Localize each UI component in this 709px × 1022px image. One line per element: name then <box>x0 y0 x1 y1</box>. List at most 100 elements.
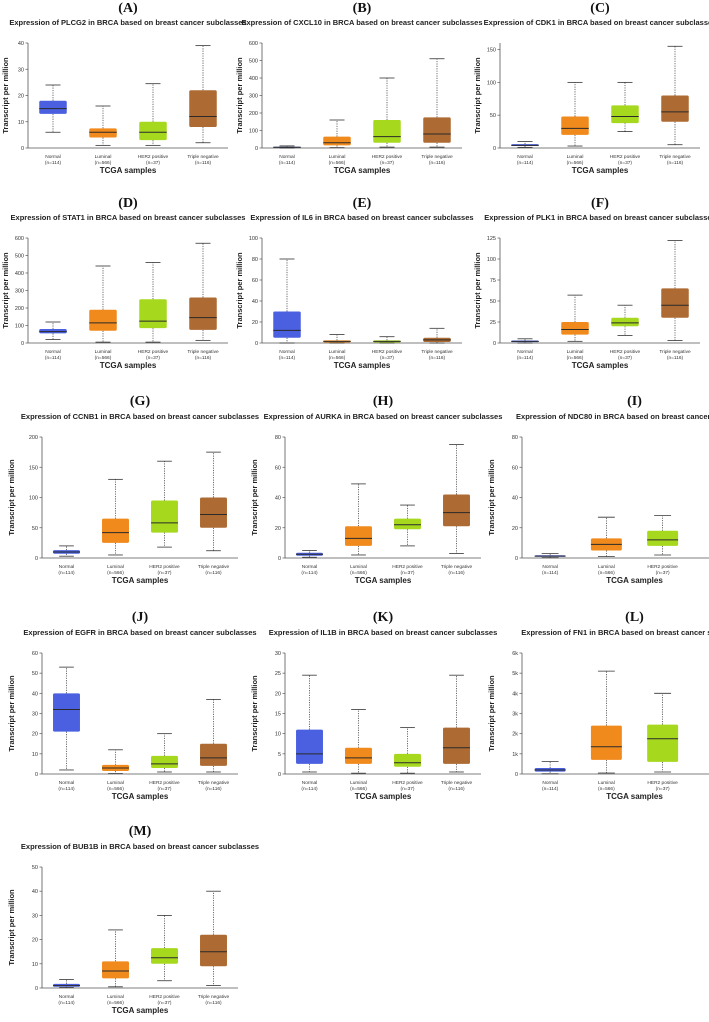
box <box>89 128 117 138</box>
y-tick-label: 50 <box>32 671 38 677</box>
y-tick-label: 0 <box>515 772 518 778</box>
chart: 0 10 20 30 40 50 60 Transcript per million TCGA … <box>7 651 238 801</box>
x-tick-label: HER2 positive <box>610 154 641 160</box>
panel-label: (J) <box>131 610 149 625</box>
box <box>296 729 323 764</box>
y-tick-label: 25 <box>275 671 281 677</box>
chart-title: Expression of STAT1 in BRCA based on bre… <box>10 213 246 222</box>
y-axis-label: Transcript per million <box>487 675 496 752</box>
x-axis-label: TCGA samples <box>334 166 391 175</box>
chart-title: Expression of IL1B in BRCA based on brea… <box>268 628 498 637</box>
y-tick-label: 50 <box>490 299 496 305</box>
y-tick-label: 200 <box>15 306 24 312</box>
box <box>200 934 227 967</box>
box <box>661 288 689 318</box>
x-tick-label: Normal <box>517 154 532 160</box>
y-axis-label: Transcript per million <box>7 675 16 752</box>
x-tick-count: (n=37) <box>380 160 394 166</box>
box <box>89 309 117 331</box>
y-tick-label: 125 <box>487 236 496 242</box>
x-tick-label: Normal <box>542 780 557 786</box>
x-tick-count: (n=37) <box>401 570 415 576</box>
x-tick-count: (n=116) <box>429 355 446 361</box>
panel-label: (F) <box>591 196 609 211</box>
x-tick-label: Luminal <box>329 154 346 160</box>
x-tick-count: (n=114) <box>301 570 318 576</box>
y-tick-label: 80 <box>252 257 258 263</box>
y-tick-label: 3k <box>512 712 518 718</box>
box <box>200 743 227 766</box>
y-tick-label: 400 <box>249 76 258 82</box>
y-tick-label: 0 <box>35 986 38 992</box>
x-axis-label: TCGA samples <box>334 361 391 370</box>
box <box>661 95 689 122</box>
y-tick-label: 30 <box>18 67 24 73</box>
x-tick-label: Normal <box>59 564 74 570</box>
box <box>394 518 421 530</box>
y-tick-label: 150 <box>29 465 38 471</box>
y-tick-label: 300 <box>15 289 24 295</box>
chart-title: Expression of FN1 in BRCA based on breas… <box>521 628 709 637</box>
panel-label: (D) <box>118 196 138 211</box>
chart: 0 100 200 300 400 500 600 Transcript per millio… <box>1 236 228 370</box>
y-axis-label: Transcript per million <box>7 889 16 966</box>
y-axis-label: Transcript per million <box>473 252 482 329</box>
y-axis-label: Transcript per million <box>250 675 259 752</box>
x-tick-count: (n=114) <box>542 570 559 576</box>
x-tick-count: (n=114) <box>517 355 534 361</box>
chart-panel: (K) Expression of IL1B in BRCA based on b… <box>243 606 503 816</box>
chart-panel: (F) Expression of PLK1 in BRCA based on b… <box>472 195 709 405</box>
panel-label: (L) <box>625 610 644 625</box>
x-tick-label: Luminal <box>567 154 584 160</box>
x-tick-label: Luminal <box>95 154 112 160</box>
x-tick-label: Normal <box>59 780 74 786</box>
x-tick-count: (n=566) <box>107 1000 124 1006</box>
x-tick-count: (n=566) <box>567 160 584 166</box>
chart: 0 20 40 60 80 Transcript per million TCGA samp… <box>487 435 709 585</box>
chart: 0 1k 2k 3k 4k 5k 6k Transcript per million TCGA … <box>487 651 709 801</box>
y-tick-label: 0 <box>21 341 24 347</box>
y-tick-label: 0 <box>278 772 281 778</box>
panel-label: (E) <box>352 196 372 211</box>
chart-title: Expression of PLCG2 in BRCA based on bre… <box>9 18 247 27</box>
y-tick-label: 30 <box>32 712 38 718</box>
chart-panel: (J) Expression of EGFR in BRCA based on b… <box>0 606 260 816</box>
x-tick-label: Normal <box>45 349 60 355</box>
x-tick-count: (n=566) <box>350 570 367 576</box>
chart-panel: (A) Expression of PLCG2 in BRCA based on … <box>0 0 260 210</box>
chart-title: Expression of PLK1 in BRCA based on brea… <box>484 213 709 222</box>
box <box>323 136 351 146</box>
box <box>151 500 178 533</box>
x-tick-count: (n=116) <box>667 355 684 361</box>
y-tick-label: 6k <box>512 651 518 657</box>
y-tick-label: 30 <box>32 913 38 919</box>
chart-title: Expression of CDK1 in BRCA based on brea… <box>483 18 709 27</box>
x-tick-label: Normal <box>279 349 294 355</box>
x-tick-count: (n=37) <box>380 355 394 361</box>
y-tick-label: 5k <box>512 671 518 677</box>
x-tick-label: Luminal <box>107 564 124 570</box>
x-tick-count: (n=116) <box>429 160 446 166</box>
x-tick-label: HER2 positive <box>392 780 423 786</box>
chart-title: Expression of CXCL10 in BRCA based on br… <box>241 18 483 27</box>
box <box>139 299 167 329</box>
y-tick-label: 40 <box>252 299 258 305</box>
x-tick-count: (n=566) <box>329 160 346 166</box>
chart: 0 50 100 150 200 Transcript per million TCGA s… <box>7 435 238 585</box>
chart-title: Expression of BUB1B in BRCA based on bre… <box>20 842 260 851</box>
panel-label: (M) <box>128 824 152 839</box>
x-tick-label: Triple negative <box>441 564 473 570</box>
x-tick-label: Luminal <box>567 349 584 355</box>
chart-panel: (H) Expression of AURKA in BRCA based on … <box>243 390 503 600</box>
x-axis-label: TCGA samples <box>572 361 629 370</box>
y-tick-label: 25 <box>490 320 496 326</box>
panel-label: (H) <box>372 394 394 409</box>
y-tick-label: 50 <box>32 865 38 871</box>
x-tick-label: HER2 positive <box>149 564 180 570</box>
x-tick-count: (n=116) <box>205 786 222 792</box>
y-tick-label: 30 <box>275 651 281 657</box>
x-tick-count: (n=116) <box>448 570 465 576</box>
y-tick-label: 10 <box>32 962 38 968</box>
x-tick-label: Triple negative <box>187 349 219 355</box>
chart: 0 50 100 150 Transcript per million TCGA samp… <box>473 43 700 175</box>
